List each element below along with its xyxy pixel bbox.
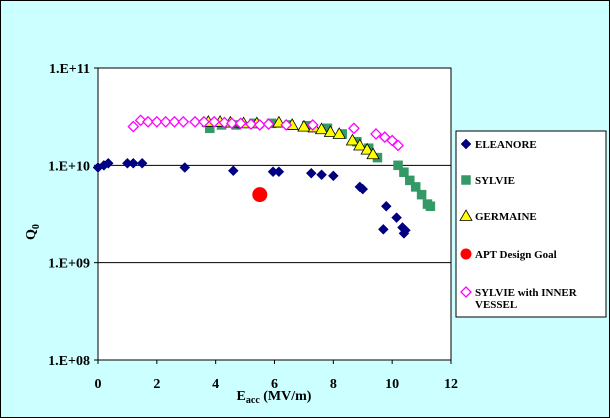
data-point: [360, 142, 374, 155]
legend-marker: [459, 209, 473, 221]
legend-label: APT Design Goal: [475, 249, 557, 261]
data-point: [410, 182, 421, 192]
data-point: [102, 157, 114, 169]
x-tick-labels: 0 2 4 6 8 10 12: [95, 377, 459, 392]
data-point: [305, 167, 317, 179]
legend-marker: [460, 286, 472, 298]
data-point: [234, 117, 247, 130]
data-point: [332, 127, 346, 139]
y-tick-label: 1.E+08: [48, 354, 90, 369]
x-tick-label: 8: [330, 377, 337, 392]
data-point: [314, 122, 329, 135]
series-3: [252, 187, 268, 203]
data-point: [405, 175, 415, 186]
y-tick-label: 1.E+11: [49, 62, 90, 77]
data-point: [380, 200, 392, 212]
data-point: [316, 169, 327, 181]
data-point: [392, 139, 404, 152]
legend-label: SYLVIE: [475, 175, 515, 187]
y-tick-labels: 1.E+08 1.E+09 1.E+10 1.E+11: [48, 62, 90, 369]
data-point: [357, 183, 369, 195]
data-point: [353, 138, 367, 151]
x-tick-label: 12: [444, 377, 458, 392]
data-point: [297, 119, 311, 132]
data-point: [227, 165, 239, 177]
data-point: [208, 115, 221, 128]
data-point: [280, 119, 293, 131]
data-point: [150, 115, 163, 128]
data-point: [393, 160, 403, 171]
legend-marker: [461, 175, 471, 185]
data-point: [273, 166, 285, 178]
x-axis-title: Eacc (MV/m): [237, 389, 312, 406]
data-point: [245, 118, 257, 131]
x-tick-label: 2: [153, 377, 160, 392]
x-tick-label: 4: [212, 377, 219, 392]
data-point: [306, 119, 319, 131]
data-point: [377, 223, 389, 235]
data-point: [366, 147, 380, 160]
x-tick-label: 10: [385, 377, 399, 392]
x-tick-label: 0: [95, 377, 102, 392]
data-point: [323, 125, 338, 137]
data-points: [92, 114, 436, 239]
y-axis-title: Q0: [24, 224, 42, 240]
data-point: [159, 115, 172, 128]
y-tick-label: 1.E+10: [48, 159, 90, 174]
data-point: [400, 224, 411, 236]
data-point: [179, 162, 191, 173]
data-point: [218, 116, 231, 129]
legend-marker: [460, 138, 472, 150]
data-point: [225, 117, 238, 130]
legend-label: ELEANORE: [475, 139, 537, 151]
data-point: [345, 133, 360, 146]
legend: ELEANORE SYLVIE GERMAINE APT Design Goal SYL…: [455, 130, 607, 318]
data-point: [142, 115, 154, 128]
data-point: [425, 201, 436, 211]
data-point: [136, 157, 148, 169]
data-point: [348, 122, 360, 135]
data-point: [370, 128, 382, 140]
legend-label: SYLVIE with INNER VESSEL: [475, 287, 578, 311]
data-point: [253, 119, 266, 131]
legend-marker: [460, 248, 472, 260]
data-point: [327, 170, 339, 182]
legend-box: [455, 130, 607, 318]
series-4: [127, 114, 404, 152]
series-0: [92, 157, 411, 239]
data-point: [399, 167, 409, 177]
data-point: [168, 115, 181, 128]
data-point: [416, 189, 427, 200]
data-point: [391, 212, 402, 224]
y-tick-label: 1.E+09: [48, 257, 90, 272]
data-point: [127, 120, 140, 133]
data-point: [127, 157, 139, 169]
data-point: [197, 115, 210, 128]
data-point: [189, 115, 201, 128]
data-point: [262, 118, 275, 131]
data-point: [177, 115, 190, 128]
data-point: [252, 187, 268, 203]
x-tick-label: 6: [271, 377, 278, 392]
legend-label: GERMAINE: [475, 211, 537, 223]
